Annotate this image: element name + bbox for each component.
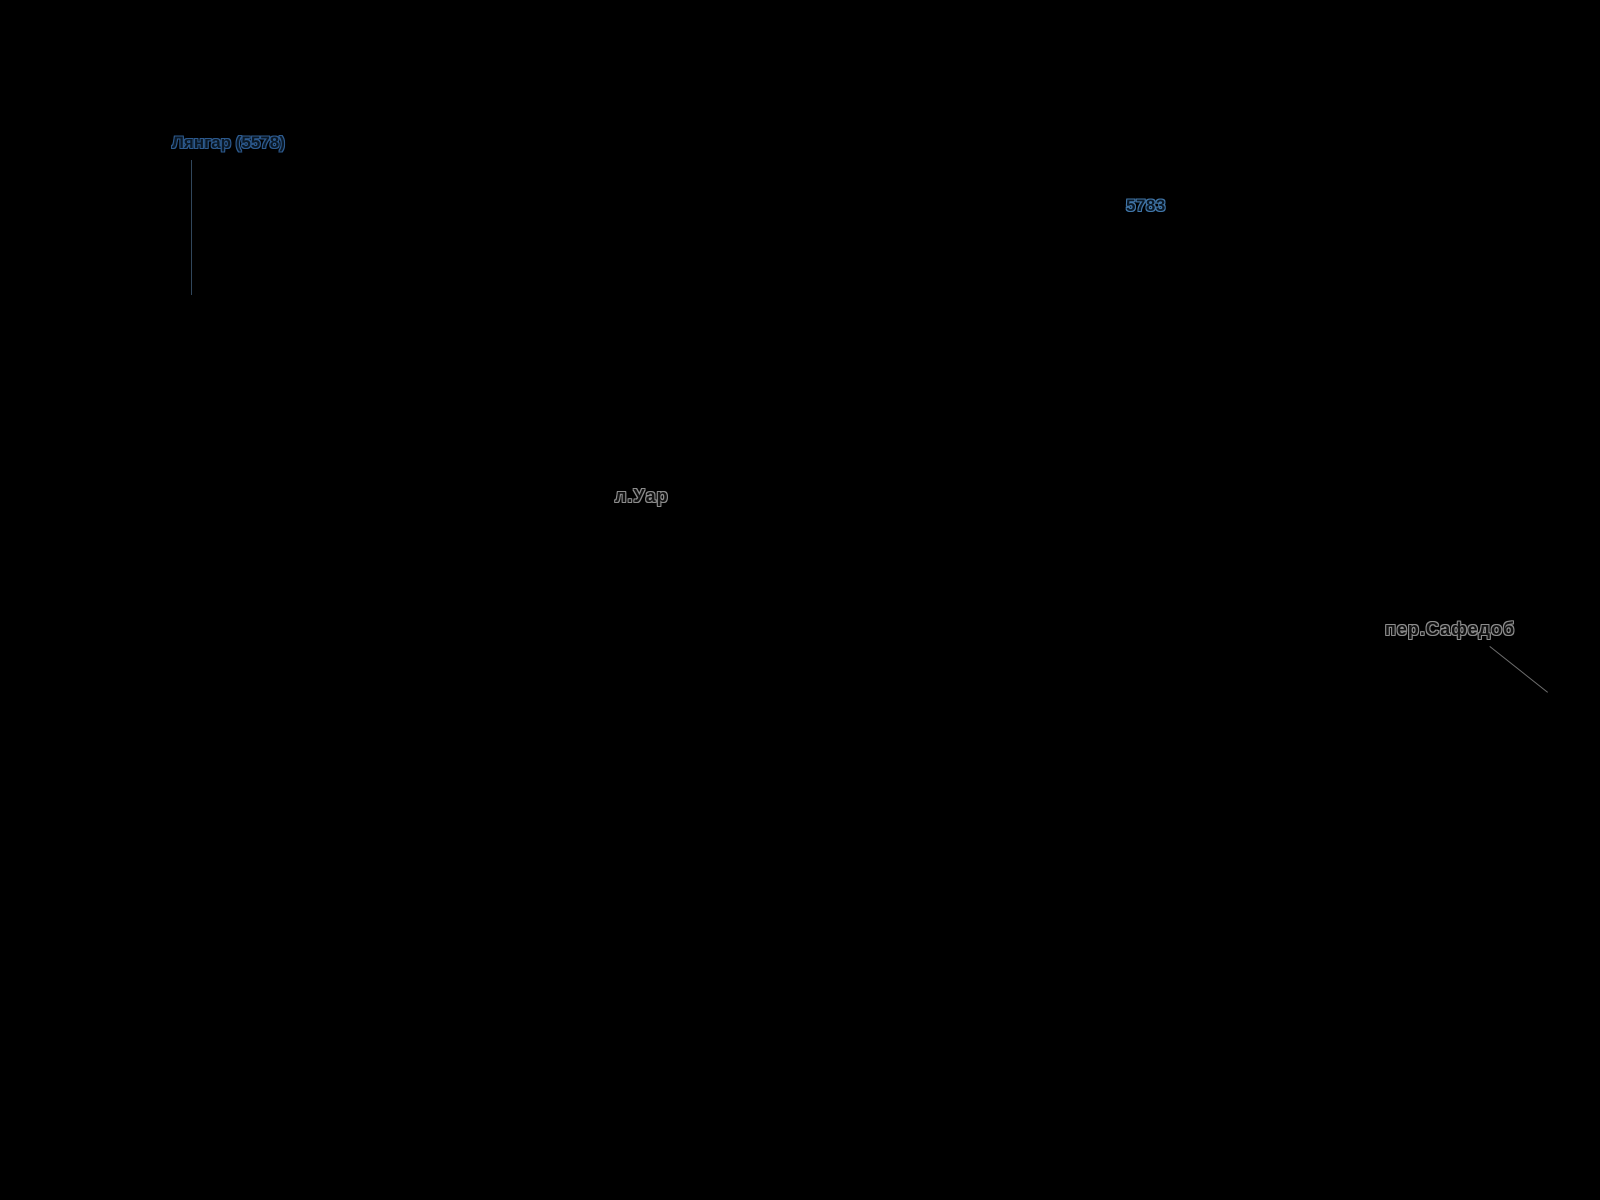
map-label-glacier-uar: л.Уар [615,486,669,506]
leader-line-safedob [1489,646,1548,693]
map-label-peak-langar: Лянгар (5578) [172,133,285,152]
leader-line-langar [191,160,192,295]
map-label-pass-safedob: пер.Сафедоб [1385,619,1516,639]
map-label-elevation-5783: 5783 [1126,196,1166,215]
